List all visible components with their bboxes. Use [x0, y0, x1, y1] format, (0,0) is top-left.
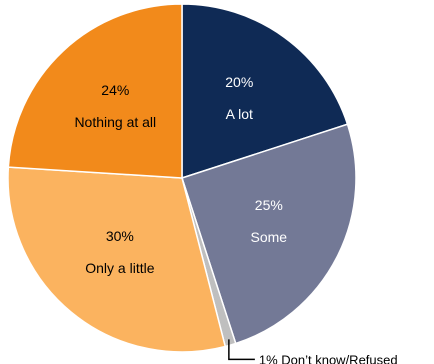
- slice-value-some: 25%: [255, 197, 283, 213]
- pie-slices: [7, 3, 357, 353]
- slice-value-only-a-little: 30%: [106, 228, 134, 244]
- pie-slice-only-a-little: [7, 166, 227, 353]
- slice-value-a-lot: 20%: [225, 74, 253, 90]
- slice-name-nothing-at-all: Nothing at all: [74, 114, 156, 130]
- slice-value-nothing-at-all: 24%: [101, 82, 129, 98]
- slice-labels: 20% A lot 25% Some 30% Only a little 24% Nothin…: [74, 74, 287, 276]
- pie-slice-a-lot: [181, 3, 349, 180]
- callout-line: [228, 339, 255, 361]
- pie-slice-some: [181, 123, 357, 345]
- callout-label-don-t-know-refused: 1% Don’t know/Refused: [259, 352, 398, 364]
- callout-group: 1% Don’t know/Refused: [228, 339, 398, 364]
- slice-name-only-a-little: Only a little: [85, 260, 154, 276]
- pie-slice-nothing-at-all: [7, 3, 183, 179]
- slice-name-some: Some: [251, 229, 288, 245]
- slice-name-a-lot: A lot: [226, 106, 253, 122]
